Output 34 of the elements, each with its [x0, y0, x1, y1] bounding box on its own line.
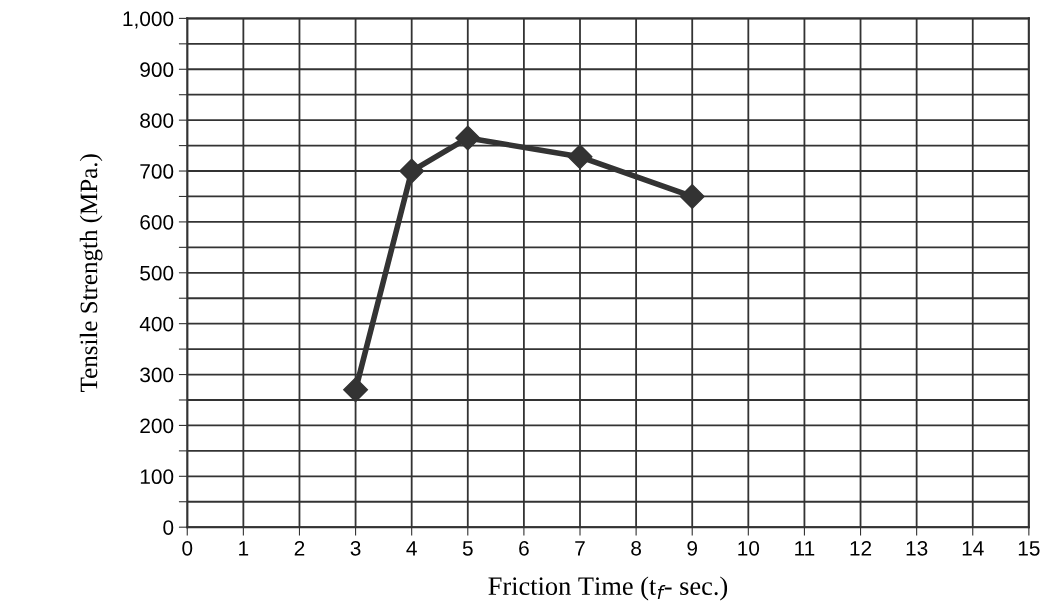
- point: [679, 183, 705, 209]
- y-tick-label: 400: [139, 316, 174, 332]
- x-tick-label: 1: [239, 541, 249, 556]
- x-tick-label: 8: [631, 540, 641, 556]
- x-tick-label: 2: [294, 540, 305, 556]
- y-tick-label: 800: [140, 113, 174, 128]
- y-tick-label: 500: [140, 265, 174, 281]
- y-tick-label: 100: [140, 469, 174, 485]
- x-tick-label: 7: [575, 541, 585, 556]
- y-tick-label: 700: [140, 164, 174, 179]
- x-tick-label: 14: [962, 541, 984, 556]
- x-tick-label: 10: [738, 540, 760, 556]
- y-tick-label: 600: [140, 214, 174, 230]
- x-axis-title: Friction Time (t$_{f}$- sec.): [488, 576, 728, 601]
- x-tick-label: 12: [850, 540, 872, 556]
- x-tick-label: 6: [519, 540, 529, 556]
- x-tick-label: 0: [182, 540, 193, 556]
- point: [399, 158, 425, 184]
- x-tick-label: 3: [350, 540, 361, 556]
- y-tick-label: 200: [140, 418, 174, 434]
- x-tick-label: 13: [906, 540, 928, 556]
- x-tick-label: 11: [795, 541, 815, 556]
- point: [455, 125, 481, 151]
- point: [343, 377, 369, 403]
- y-axis-title: Tensile Strength (MPa.): [79, 154, 103, 392]
- x-tick-label: 9: [687, 540, 698, 556]
- x-tick-label: 5: [462, 541, 473, 556]
- y-tick-label: 900: [140, 62, 174, 78]
- y-tick-label: 1,000: [123, 11, 174, 29]
- y-tick-label: 0: [163, 520, 174, 535]
- y-tick-label: 300: [140, 367, 174, 383]
- point: [567, 144, 593, 170]
- x-tick-label: 15: [1018, 541, 1040, 556]
- x-tick-label: 4: [406, 541, 417, 556]
